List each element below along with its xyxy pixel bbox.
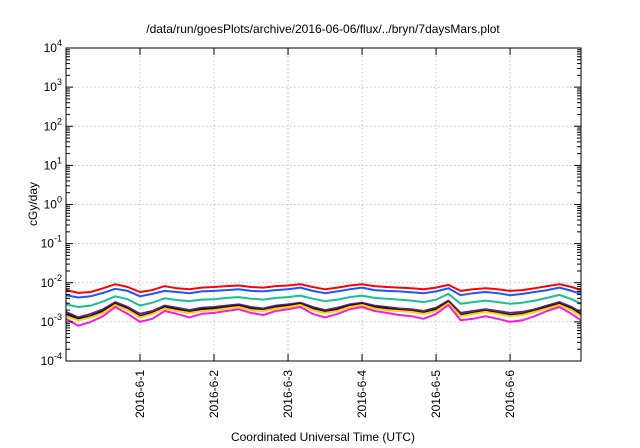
y-tick-label: 10-1	[41, 234, 62, 251]
x-tick-label: 2016-6-6	[503, 370, 517, 418]
series-line-2	[65, 286, 582, 299]
series-lines	[65, 283, 582, 327]
y-tick-label: 10-3	[41, 312, 62, 329]
y-tick-label: 100	[44, 195, 62, 212]
x-tick-label: 2016-6-2	[207, 370, 221, 418]
x-tick-labels: 2016-6-1 2016-6-2 2016-6-3 2016-6-4 2016-6-5…	[133, 370, 517, 418]
x-tick-label: 2016-6-5	[429, 370, 443, 418]
y-axis-label: cGy/day	[26, 182, 40, 226]
series-line-7	[65, 304, 582, 327]
y-tick-label: 10-4	[41, 351, 62, 368]
x-tick-label: 2016-6-3	[281, 370, 295, 418]
chart-title: /data/run/goesPlots/archive/2016-06-06/f…	[146, 22, 500, 36]
y-tick-label: 10-2	[41, 273, 62, 290]
y-tick-label: 102	[44, 116, 62, 133]
series-line-3	[65, 292, 582, 308]
axis-ticks	[66, 47, 581, 362]
y-tick-label: 103	[44, 77, 62, 94]
y-tick-label: 101	[44, 155, 62, 172]
y-tick-labels: 10-4 10-3 10-2 10-1 100 101 102 103 104	[41, 38, 62, 368]
y-tick-label: 104	[44, 38, 62, 55]
x-tick-label: 2016-6-1	[133, 370, 147, 418]
series-line-6	[65, 302, 582, 322]
x-tick-label: 2016-6-4	[355, 370, 369, 418]
series-line-4	[65, 299, 582, 319]
grid-lines	[66, 48, 581, 361]
series-line-1	[65, 283, 582, 294]
x-axis-label: Coordinated Universal Time (UTC)	[231, 430, 415, 444]
